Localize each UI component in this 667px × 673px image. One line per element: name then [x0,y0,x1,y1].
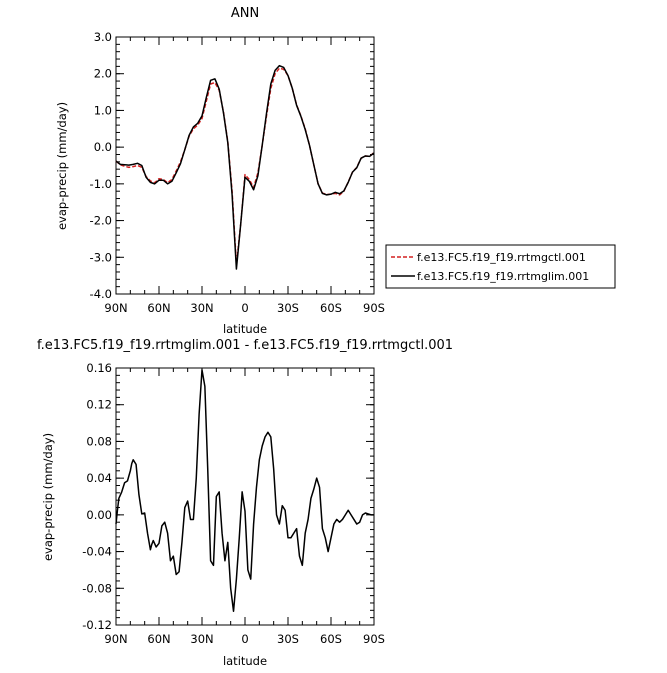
bottom-y-tick-label: 0.04 [86,471,112,485]
top-series-line-2 [115,64,375,270]
top-x-tick-label: 90S [363,301,385,315]
bottom-x-tick-label: 30N [190,632,213,646]
top-x-tick-label: 60N [147,301,170,315]
bottom-x-tick-label: 60S [320,632,342,646]
bottom-chart-title: f.e13.FC5.f19_f19.rrtmglim.001 - f.e13.F… [37,338,453,353]
bottom-x-tick-label: 90S [363,632,385,646]
top-x-tick-label: 30S [277,301,299,315]
top-y-tick-label: -4.0 [90,287,112,301]
top-y-tick-label: 0.0 [94,140,112,154]
bottom-plot-frame [115,367,375,626]
top-y-tick-label: -2.0 [90,214,112,228]
bottom-axes: 90N 60N 30N 0 30S 60S 90S -0.12 -0.08 -0.04 0.00 0.… [82,361,385,646]
bottom-x-tick-label: 90N [104,632,127,646]
top-y-tick-label: -3.0 [90,250,112,264]
top-x-tick-label: 90N [104,301,127,315]
bottom-y-axis-label: evap-precip (mm/day) [41,433,55,561]
bottom-panel: f.e13.FC5.f19_f19.rrtmglim.001 - f.e13.F… [37,338,453,668]
legend: f.e13.FC5.f19_f19.rrtmgctl.001 f.e13.FC5… [385,244,616,289]
top-y-tick-label: 1.0 [94,103,112,117]
legend-box [385,244,616,289]
top-y-axis-label: evap-precip (mm/day) [55,102,69,230]
bottom-y-tick-label: 0.08 [86,434,112,448]
top-y-tick-label: -1.0 [90,177,112,191]
top-series-line-1 [115,67,375,266]
bottom-x-axis-label: latitude [223,654,267,668]
bottom-y-tick-label: -0.12 [82,618,112,632]
bottom-series [115,369,374,612]
top-y-tick-label: 2.0 [94,67,112,81]
top-panel: ANN 90N 60N 30N 0 30S 60S 90S -4.0 -3.0 -2.0 -1.0 0… [55,6,385,336]
legend-entry-ctl: f.e13.FC5.f19_f19.rrtmgctl.001 [417,251,586,264]
top-plot-frame [115,36,375,295]
bottom-x-tick-label: 0 [241,632,248,646]
top-y-tick-label: 3.0 [94,30,112,44]
bottom-y-tick-label: -0.08 [82,581,112,595]
top-axes: 90N 60N 30N 0 30S 60S 90S -4.0 -3.0 -2.0 -1.0 0.0 1.… [90,30,385,315]
top-chart-title: ANN [231,6,259,21]
legend-entry-lim: f.e13.FC5.f19_f19.rrtmglim.001 [417,270,589,283]
bottom-x-tick-label: 60N [147,632,170,646]
top-x-tick-label: 0 [241,301,248,315]
bottom-series-line-1 [115,369,374,612]
bottom-y-tick-label: 0.12 [86,398,112,412]
top-x-axis-label: latitude [223,322,267,336]
top-series [115,64,375,270]
bottom-x-tick-label: 30S [277,632,299,646]
bottom-y-tick-label: 0.16 [86,361,112,375]
top-x-tick-label: 30N [190,301,213,315]
top-x-tick-label: 60S [320,301,342,315]
bottom-y-tick-label: 0.00 [86,508,112,522]
bottom-y-tick-label: -0.04 [82,545,112,559]
